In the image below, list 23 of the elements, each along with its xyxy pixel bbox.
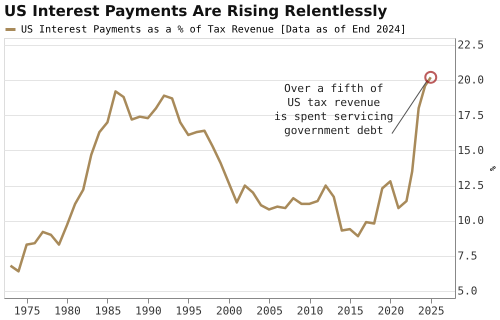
legend-label: US Interest Payments as a % of Tax Revenue [Data as of End 2024] — [21, 24, 406, 36]
y-tick-label: 7.5 — [458, 249, 478, 262]
x-tick-label: 2000 — [216, 304, 242, 318]
x-tick-label: 1985 — [94, 304, 122, 318]
x-tick-label: 2005 — [256, 304, 283, 318]
x-tick-label: 2025 — [418, 304, 445, 318]
y-tick-label: 10.0 — [458, 214, 484, 228]
x-tick-label: 2015 — [337, 304, 364, 318]
y-tick-label: 5.0 — [458, 284, 478, 298]
y-tick-label: 15.0 — [458, 144, 484, 157]
x-tick-label: 1975 — [14, 304, 40, 318]
x-tick-label: 1995 — [176, 304, 202, 318]
y-tick-label: 22.5 — [458, 38, 484, 52]
x-tick-label: 1980 — [54, 304, 81, 318]
y-axis-title: % — [488, 166, 497, 172]
y-tick-label: 20.0 — [458, 74, 484, 87]
annotation: Over a fifth of US tax revenue is spent servicing government debt — [274, 82, 394, 137]
chart-title: US Interest Payments Are Rising Relentlessly — [4, 2, 388, 20]
x-tick-label: 1990 — [135, 304, 162, 318]
y-tick-label: 12.5 — [458, 179, 484, 192]
y-tick-label: 17.5 — [458, 108, 484, 122]
x-tick-label: 2010 — [296, 304, 324, 318]
x-tick-label: 2020 — [378, 304, 404, 318]
